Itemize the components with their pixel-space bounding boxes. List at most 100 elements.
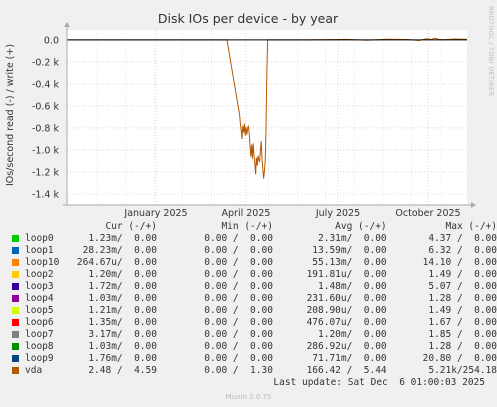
legend-avg-value: 166.42 / 5.44 [306,365,387,376]
legend-min-value: 0.00 / 0.00 [204,305,273,316]
legend-min-value: 0.00 / 0.00 [204,317,273,328]
legend-cur-value: 1.03m/ 0.00 [88,341,157,352]
legend-avg-value: 1.20m/ 0.00 [318,329,387,340]
legend-max-value: 1.85 / 0.00 [428,329,497,340]
legend-swatch [12,271,19,278]
legend-header-row: Cur (-/+) Min (-/+) Avg (-/+) Max (-/+) [0,221,497,233]
legend-avg-value: 208.90u/ 0.00 [306,305,387,316]
legend-max-value: 6.32 / 0.00 [428,245,497,256]
legend-avg-value: 191.81u/ 0.00 [306,269,387,280]
legend-swatch [12,355,19,362]
legend-min-value: 0.00 / 0.00 [204,341,273,352]
legend-max-value: 1.28 / 0.00 [428,293,497,304]
legend-min-value: 0.00 / 1.30 [204,365,273,376]
legend-row: loop9 1.76m/ 0.00 0.00 / 0.00 71.71m/ 0.00 2… [0,353,497,365]
legend-max-value: 1.49 / 0.00 [428,269,497,280]
y-tick-label: 0.0 [44,35,59,46]
legend-max-value: 1.49 / 0.00 [428,305,497,316]
legend-max-value: 14.10 / 0.00 [422,257,497,268]
legend-row: loop6 1.35m/ 0.00 0.00 / 0.00 476.07u/ 0.00… [0,317,497,329]
legend-min-value: 0.00 / 0.00 [204,329,273,340]
legend-swatch [12,247,19,254]
legend-cur-value: 1.72m/ 0.00 [88,281,157,292]
legend-min-value: 0.00 / 0.00 [204,269,273,280]
legend-cur-value: 2.48 / 4.59 [88,365,157,376]
legend-min-value: 0.00 / 0.00 [204,353,273,364]
legend-avg-value: 476.07u/ 0.00 [306,317,387,328]
x-tick-label: April 2025 [222,208,271,219]
legend-avg-value: 13.59m/ 0.00 [312,245,387,256]
legend-row: loop3 1.72m/ 0.00 0.00 / 0.00 1.48m/ 0.00 5.… [0,281,497,293]
legend-series-name: loop4 [25,293,54,304]
y-tick-label: -1.2 k [32,167,60,178]
legend-row: loop8 1.03m/ 0.00 0.00 / 0.00 286.92u/ 0.00… [0,341,497,353]
x-axis-arrow [471,202,476,208]
header-max: Max (-/+) [445,221,497,232]
y-tick-label: -0.8 k [32,123,60,134]
legend-swatch [12,283,19,290]
legend-swatch [12,235,19,242]
legend-avg-value: 286.92u/ 0.00 [306,341,387,352]
y-axis-arrow [64,22,70,27]
legend-row: loop1 28.23m/ 0.00 0.00 / 0.00 13.59m/ 0.00… [0,245,497,257]
header-avg: Avg (-/+) [335,221,387,232]
header-min: Min (-/+) [221,221,273,232]
legend-swatch [12,367,19,374]
legend-avg-value: 2.31m/ 0.00 [318,233,387,244]
last-update: Last update: Sat Dec 6 01:00:03 2025 [273,377,485,388]
legend-swatch [12,343,19,350]
legend-row: loop10 264.67u/ 0.00 0.00 / 0.00 55.13m/ 0.… [0,257,497,269]
munin-version: Munin 2.0.75 [225,393,272,401]
legend-series-name: loop6 [25,317,54,328]
legend-max-value: 20.80 / 0.00 [422,353,497,364]
x-tick-label: January 2025 [123,208,187,219]
legend-min-value: 0.00 / 0.00 [204,257,273,268]
legend-max-value: 1.28 / 0.00 [428,341,497,352]
y-tick-label: -0.6 k [32,101,60,112]
legend-min-value: 0.00 / 0.00 [204,245,273,256]
legend-swatch [12,259,19,266]
legend-series-name: loop9 [25,353,54,364]
legend-cur-value: 1.35m/ 0.00 [88,317,157,328]
legend-cur-value: 1.21m/ 0.00 [88,305,157,316]
legend-series-name: loop1 [25,245,54,256]
legend-series-name: vda [25,365,43,376]
legend-cur-value: 264.67u/ 0.00 [76,257,157,268]
legend-series-name: loop5 [25,305,54,316]
legend-avg-value: 55.13m/ 0.00 [312,257,387,268]
series-line-vda [67,37,468,179]
legend-series-name: loop0 [25,233,54,244]
chart-title: Disk IOs per device - by year [158,11,339,26]
legend-swatch [12,319,19,326]
legend-cur-value: 1.03m/ 0.00 [88,293,157,304]
legend-max-value: 4.37 / 0.00 [428,233,497,244]
y-tick-label: -1.0 k [32,145,60,156]
header-cur: Cur (-/+) [105,221,157,232]
legend-cur-value: 28.23m/ 0.00 [82,245,157,256]
legend-row: loop2 1.20m/ 0.00 0.00 / 0.00 191.81u/ 0.00… [0,269,497,281]
legend-avg-value: 71.71m/ 0.00 [312,353,387,364]
legend-cur-value: 1.20m/ 0.00 [88,269,157,280]
legend-cur-value: 1.76m/ 0.00 [88,353,157,364]
legend-row: loop7 3.17m/ 0.00 0.00 / 0.00 1.20m/ 0.00 1.… [0,329,497,341]
x-tick-label: October 2025 [395,208,460,219]
chart: Disk IOs per device - by year IOs/second… [5,11,476,219]
y-tick-label: -0.2 k [32,57,60,68]
y-tick-label: -0.4 k [32,79,60,90]
legend-min-value: 0.00 / 0.00 [204,281,273,292]
legend-series-name: loop2 [25,269,54,280]
legend-min-value: 0.00 / 0.00 [204,293,273,304]
legend-swatch [12,295,19,302]
legend-cur-value: 3.17m/ 0.00 [88,329,157,340]
legend-max-value: 5.21k/254.18 [428,365,497,376]
legend-series-name: loop3 [25,281,54,292]
legend-row: loop0 1.23m/ 0.00 0.00 / 0.00 2.31m/ 0.00 4.… [0,233,497,245]
legend-row: vda 2.48 / 4.59 0.00 / 1.30 166.42 / 5.44 5.… [0,365,497,377]
x-tick-label: July 2025 [315,208,360,219]
legend-row: loop5 1.21m/ 0.00 0.00 / 0.00 208.90u/ 0.00… [0,305,497,317]
y-tick-label: -1.4 k [32,189,60,200]
legend-row: loop4 1.03m/ 0.00 0.00 / 0.00 231.60u/ 0.00… [0,293,497,305]
legend-max-value: 1.67 / 0.00 [428,317,497,328]
rrdtool-side-label: RRDTOOL / TOBI OETIKER [487,6,495,97]
legend-series-name: loop10 [25,257,60,268]
